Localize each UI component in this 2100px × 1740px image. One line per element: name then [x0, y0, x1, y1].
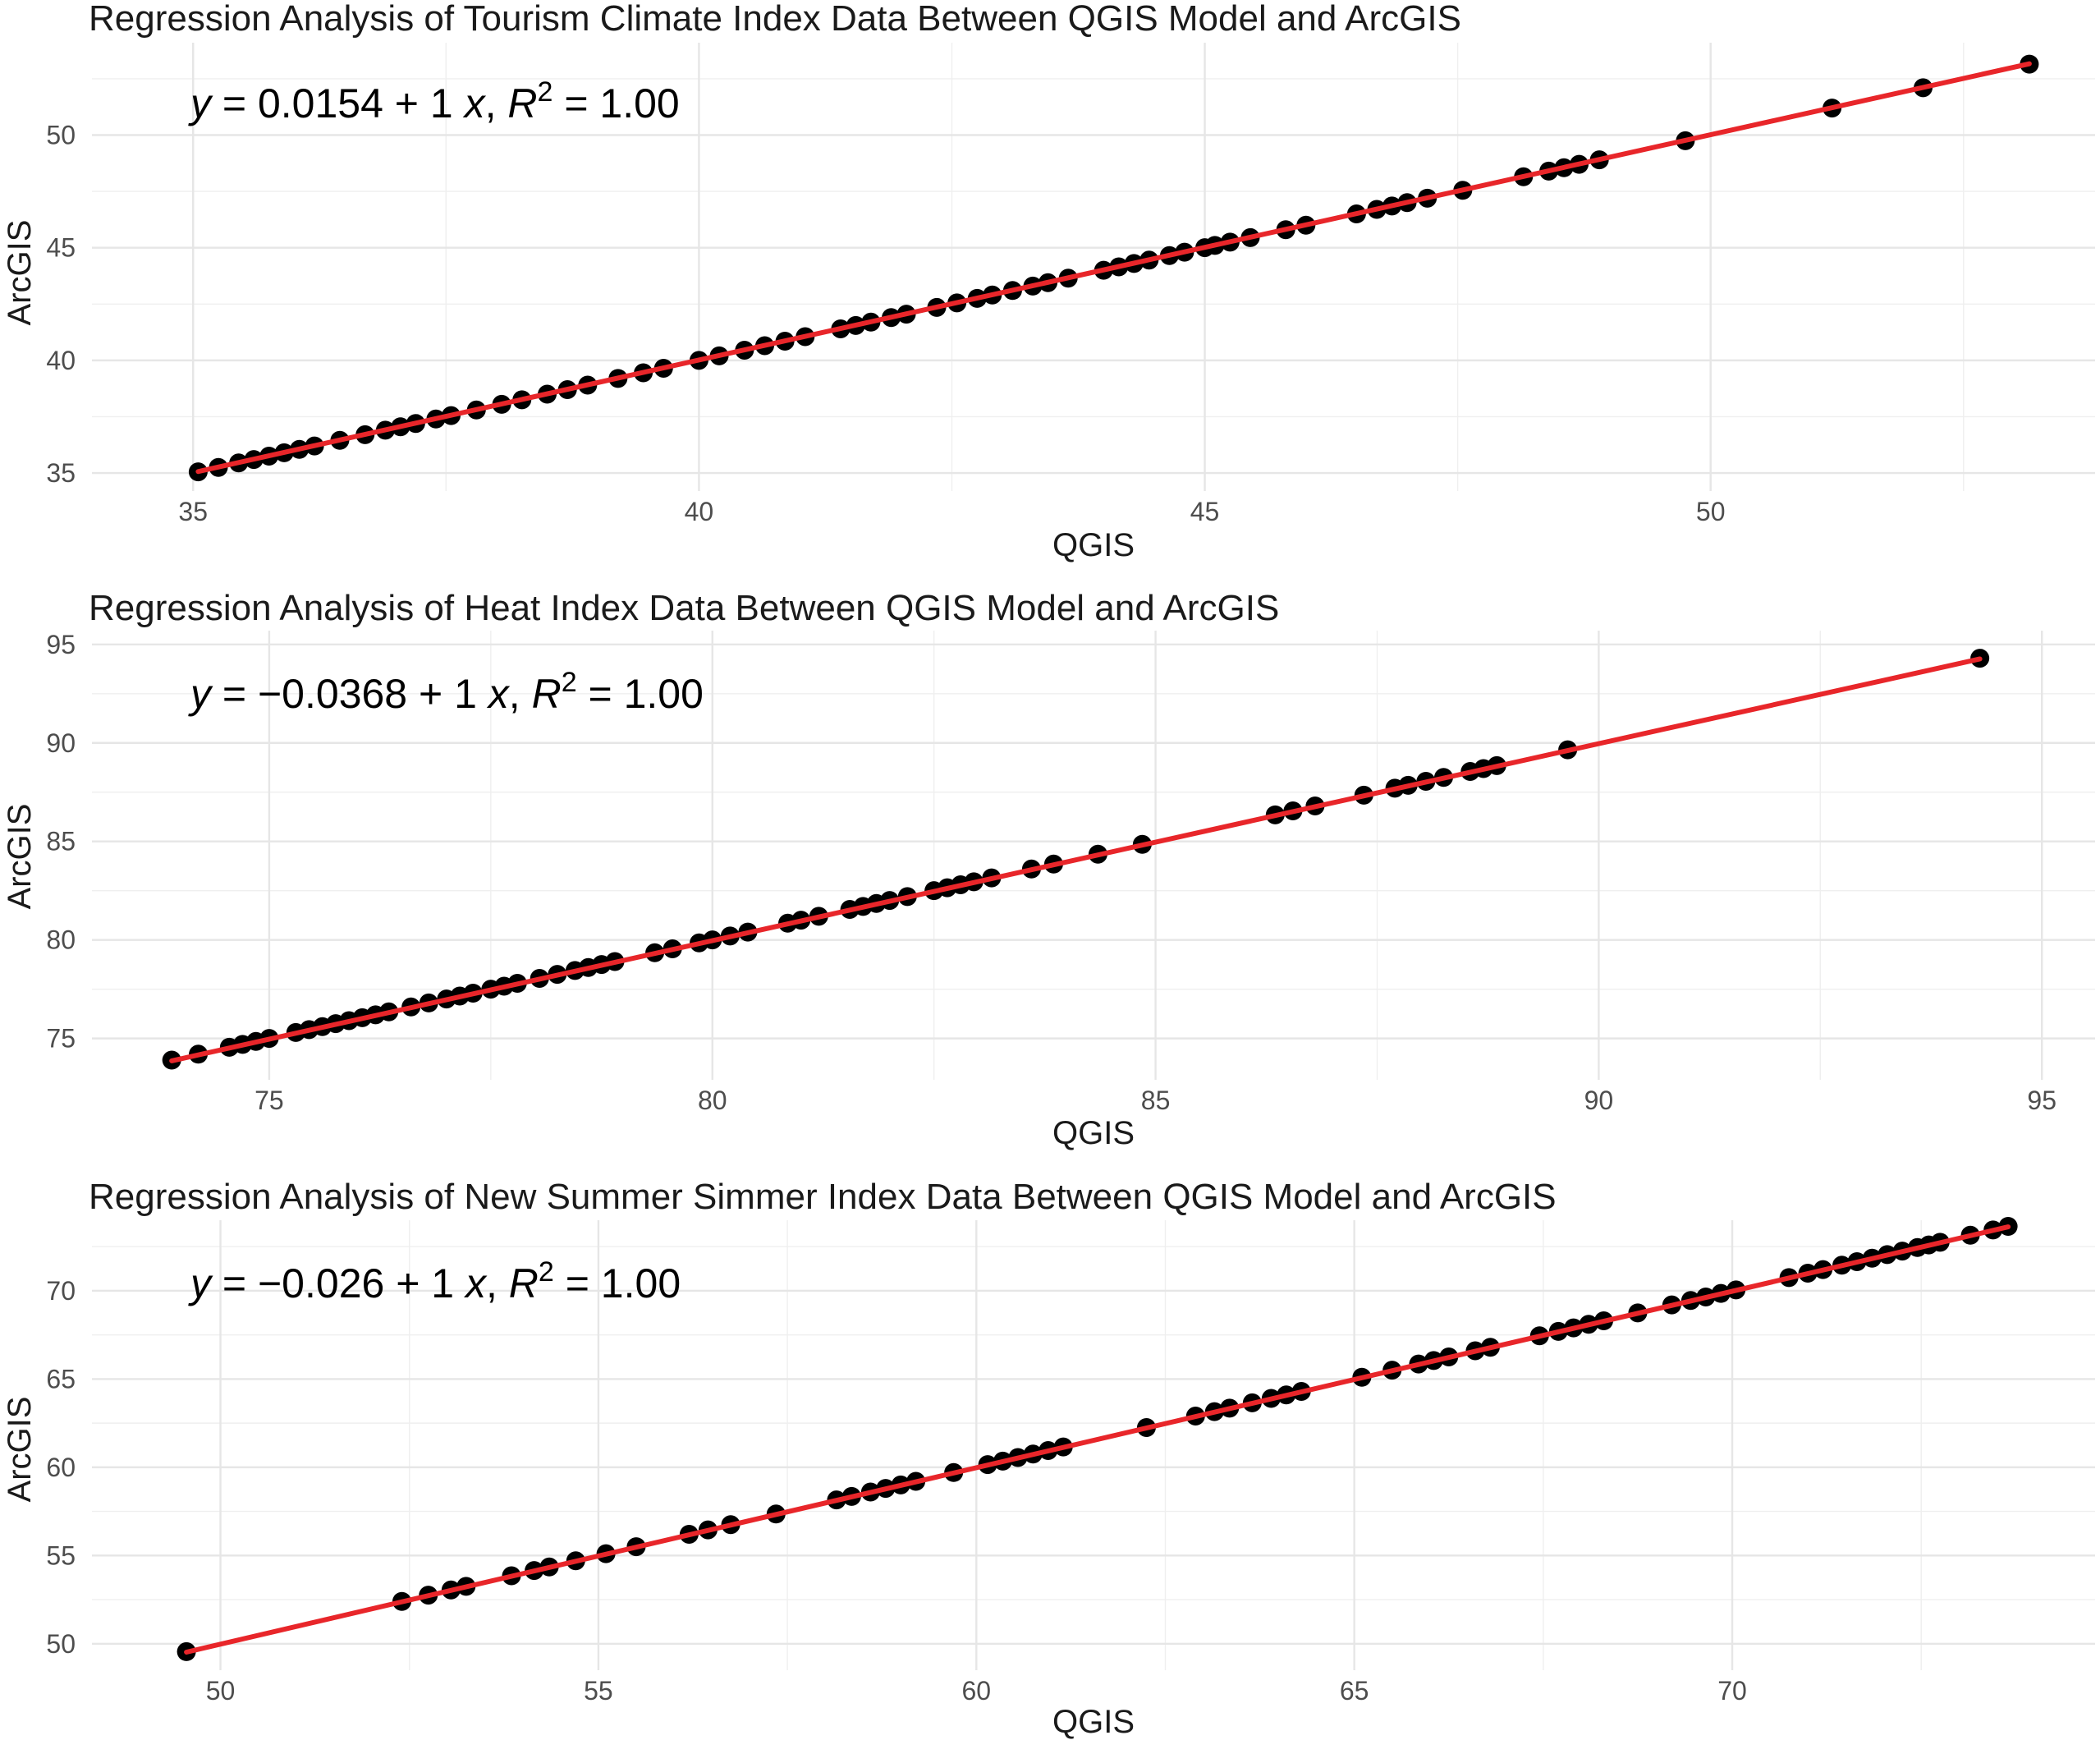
x-axis-title: QGIS [1052, 1115, 1135, 1151]
chart-panel-heat-index: Regression Analysis of Heat Index Data B… [2, 588, 2095, 1151]
data-points [162, 649, 1990, 1070]
equation-intercept: = 0.0154 + 1 [211, 80, 465, 126]
x-tick-labels: 50 55 60 65 70 [206, 1676, 1747, 1706]
x-tick-label: 80 [698, 1086, 727, 1115]
y-tick-label: 40 [46, 346, 76, 375]
equation-r-superscript: 2 [562, 667, 577, 698]
chart-title: Regression Analysis of Heat Index Data B… [89, 588, 1279, 628]
chart-panel-new-summer-simmer-index: Regression Analysis of New Summer Simmer… [2, 1177, 2095, 1740]
chart-title: Regression Analysis of Tourism Climate I… [89, 0, 1461, 39]
y-tick-label: 45 [46, 233, 76, 263]
regression-line [195, 61, 2032, 475]
y-tick-label: 85 [46, 827, 76, 856]
equation-r: R [532, 671, 562, 717]
equation-y: y [188, 80, 213, 126]
y-axis-title: ArcGIS [2, 804, 38, 910]
x-tick-label: 45 [1190, 497, 1220, 526]
y-tick-labels: 35 40 45 50 [46, 120, 76, 488]
chart-panel-tourism-climate-index: Regression Analysis of Tourism Climate I… [2, 0, 2095, 563]
y-tick-label: 50 [46, 1629, 76, 1659]
equation-r-squared: = 1.00 [554, 1260, 681, 1306]
equation-separator: , [509, 671, 532, 717]
x-tick-label: 50 [206, 1676, 236, 1706]
equation-r-squared: = 1.00 [553, 80, 679, 126]
y-tick-labels: 50 55 60 65 70 [46, 1276, 76, 1659]
equation-r-superscript: 2 [539, 1256, 554, 1288]
x-axis-title: QGIS [1052, 1704, 1135, 1740]
gridlines [92, 1220, 2095, 1670]
y-tick-label: 70 [46, 1276, 76, 1306]
y-tick-label: 35 [46, 458, 76, 488]
y-tick-labels: 75 80 85 90 95 [46, 630, 76, 1054]
equation-r-superscript: 2 [538, 76, 553, 108]
y-tick-label: 50 [46, 120, 76, 149]
x-axis-title: QGIS [1052, 527, 1135, 563]
equation-intercept: = −0.026 + 1 [211, 1260, 465, 1306]
regression-equation: y = −0.0368 + 1 x, R2 = 1.00 [188, 667, 704, 717]
x-tick-labels: 75 80 85 90 95 [254, 1086, 2056, 1115]
regression-line [169, 656, 1983, 1063]
chart-title: Regression Analysis of New Summer Simmer… [89, 1177, 1557, 1217]
x-tick-label: 85 [1141, 1086, 1171, 1115]
equation-separator: , [486, 1260, 509, 1306]
x-tick-label: 40 [685, 497, 714, 526]
y-axis-title: ArcGIS [2, 220, 38, 326]
y-tick-label: 75 [46, 1024, 76, 1054]
regression-equation: y = −0.026 + 1 x, R2 = 1.00 [188, 1256, 681, 1306]
x-tick-label: 95 [2027, 1086, 2056, 1115]
x-tick-label: 75 [254, 1086, 284, 1115]
y-tick-label: 80 [46, 925, 76, 955]
x-tick-label: 60 [961, 1676, 991, 1706]
x-tick-label: 90 [1584, 1086, 1614, 1115]
x-tick-label: 70 [1717, 1676, 1747, 1706]
y-tick-label: 65 [46, 1364, 76, 1393]
x-tick-label: 35 [178, 497, 208, 526]
equation-intercept: = −0.0368 + 1 [211, 671, 488, 717]
x-tick-label: 50 [1696, 497, 1726, 526]
regression-equation: y = 0.0154 + 1 x, R2 = 1.00 [188, 76, 680, 126]
equation-y: y [188, 671, 213, 717]
y-tick-label: 55 [46, 1540, 76, 1570]
y-tick-label: 60 [46, 1453, 76, 1482]
x-tick-label: 65 [1340, 1676, 1369, 1706]
gridlines [92, 43, 2095, 491]
equation-x: x [464, 1260, 488, 1306]
equation-r: R [509, 1260, 539, 1306]
gridlines [92, 631, 2095, 1080]
equation-separator: , [485, 80, 508, 126]
regression-line [184, 1224, 2011, 1655]
equation-r: R [507, 80, 537, 126]
equation-x: x [463, 80, 487, 126]
x-tick-label: 55 [584, 1676, 613, 1706]
y-tick-label: 90 [46, 728, 76, 758]
equation-x: x [487, 671, 511, 717]
y-axis-title: ArcGIS [2, 1397, 38, 1503]
equation-y: y [188, 1260, 213, 1306]
x-tick-labels: 35 40 45 50 [178, 497, 1725, 526]
y-tick-label: 95 [46, 630, 76, 659]
equation-r-squared: = 1.00 [577, 671, 704, 717]
